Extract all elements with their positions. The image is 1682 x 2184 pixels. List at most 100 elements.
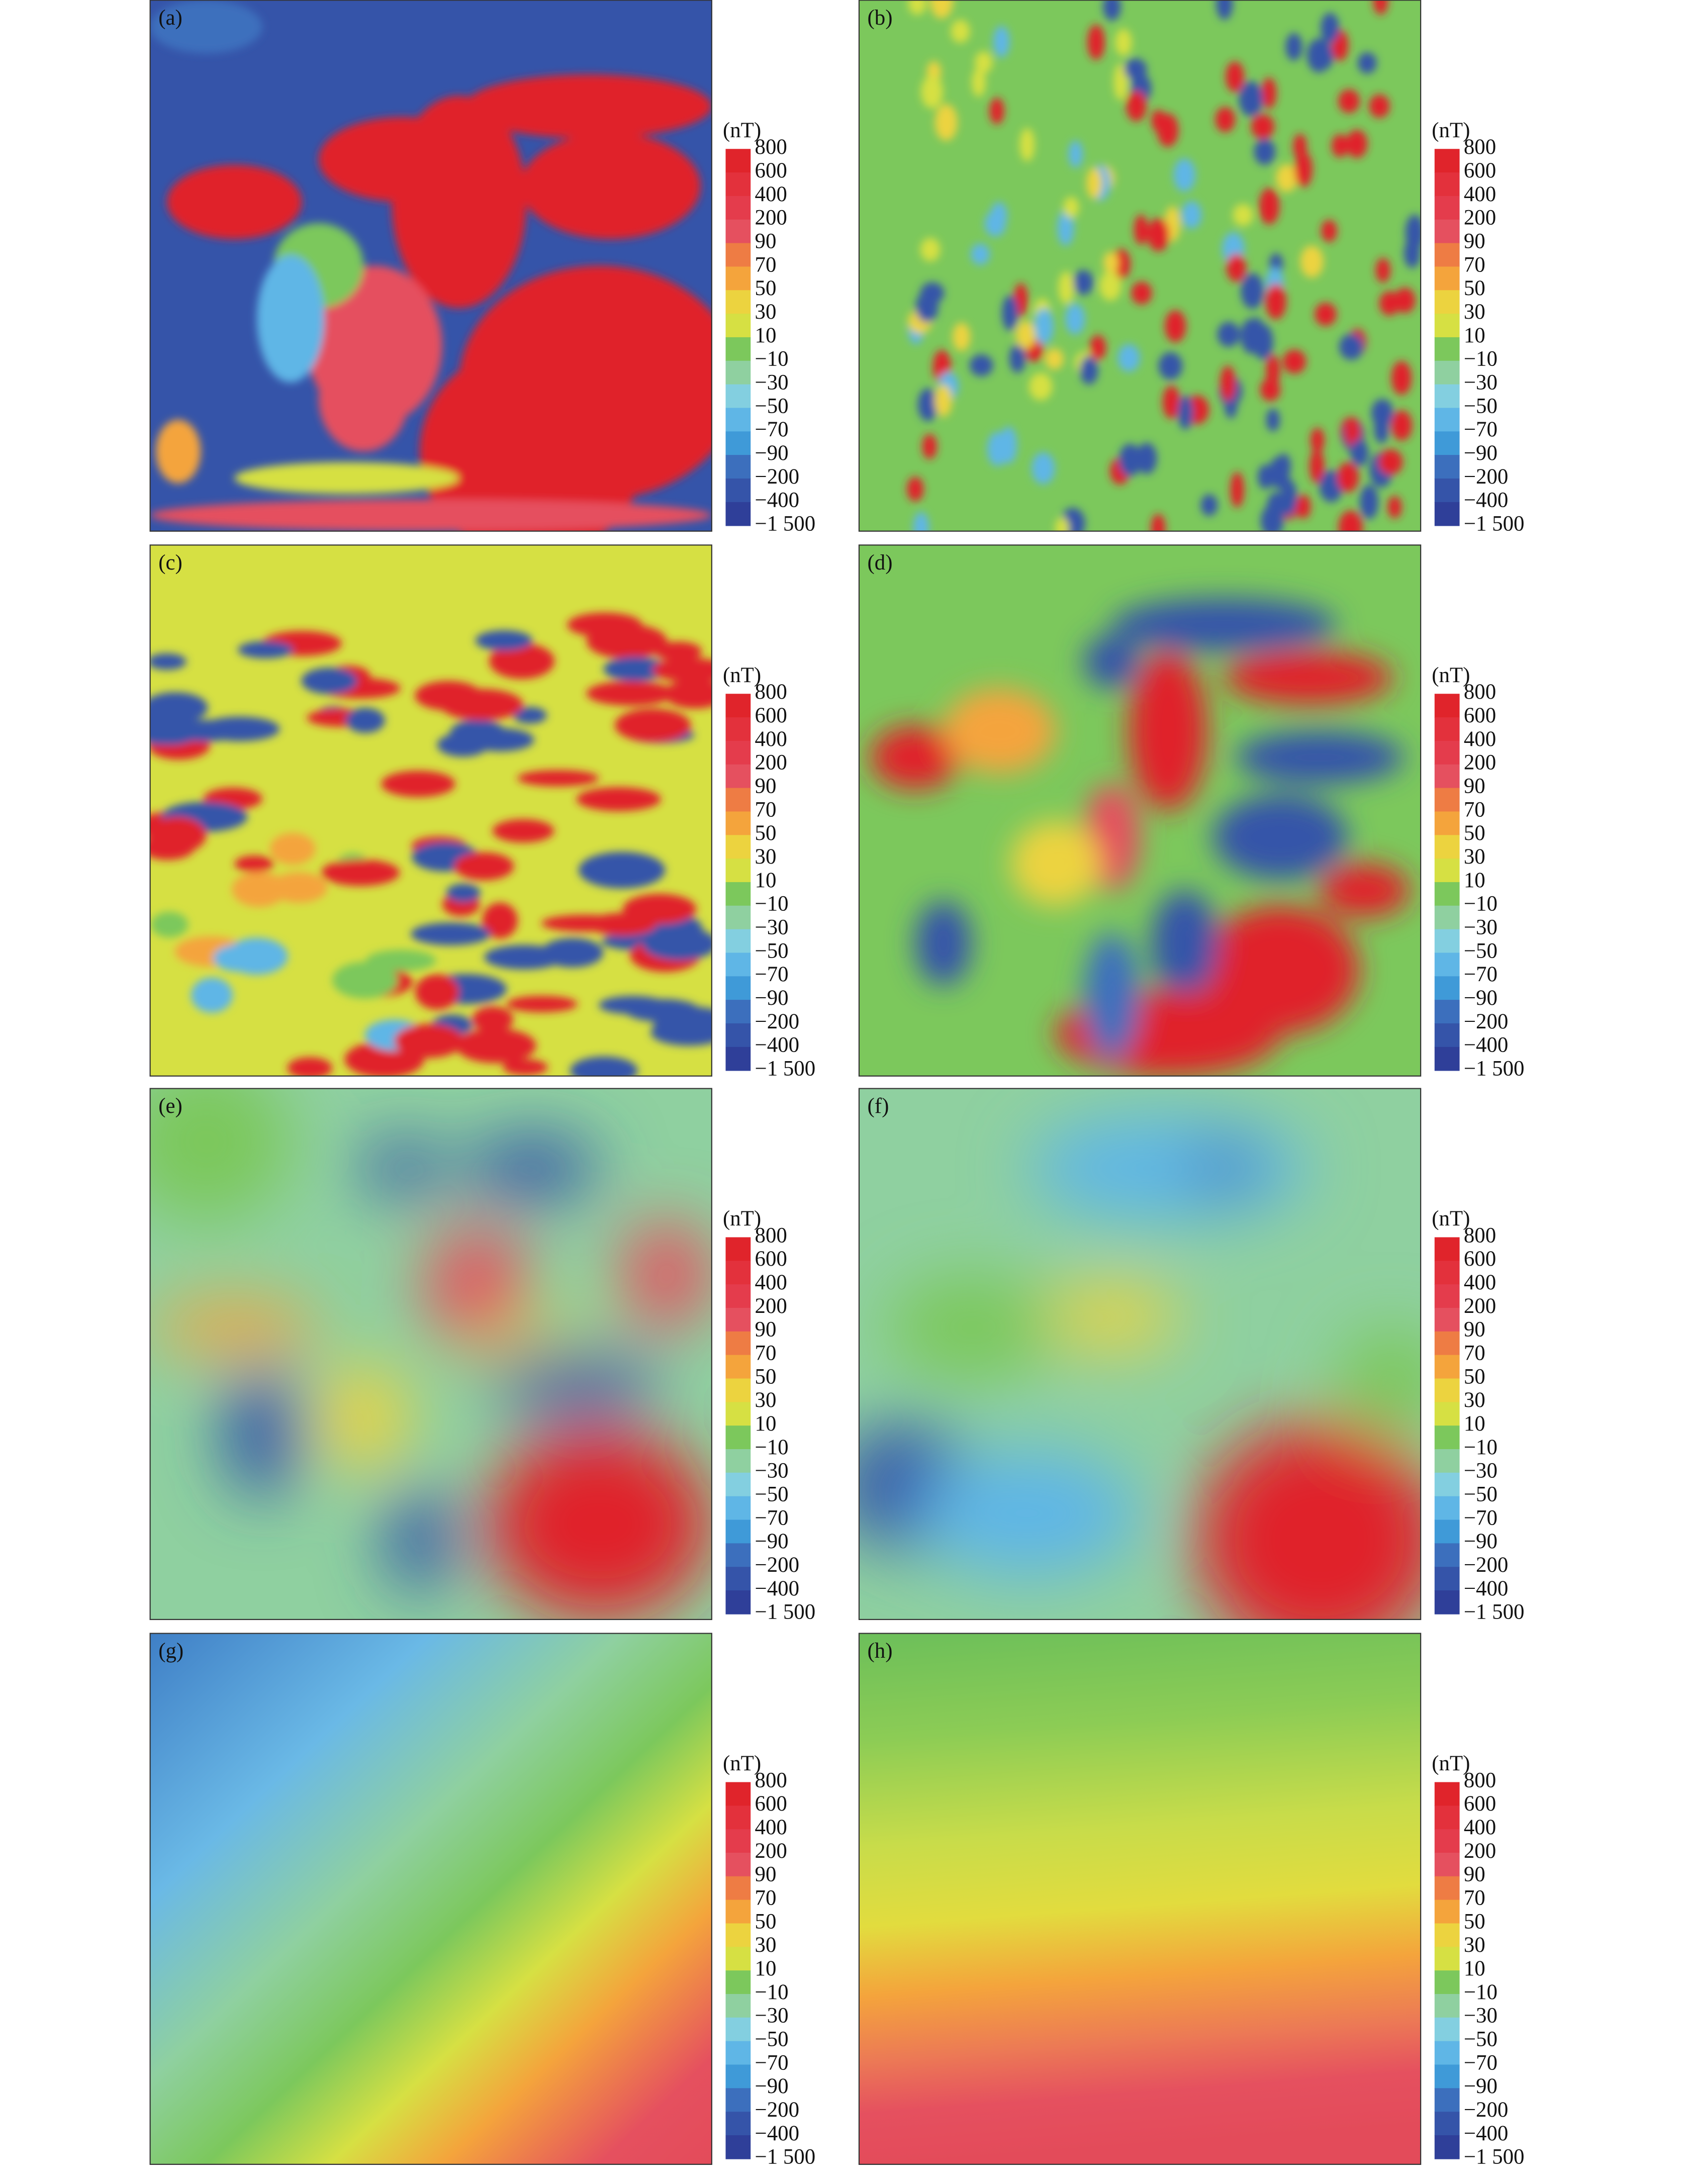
colorbar-label: 30: [1464, 845, 1485, 869]
colorbar-label: 600: [755, 1792, 787, 1816]
colorbar-label: 400: [755, 727, 787, 751]
anomaly: [1350, 439, 1369, 466]
anomaly: [1375, 258, 1391, 283]
anomaly: [1359, 485, 1378, 520]
colorbar-band: [725, 1496, 751, 1521]
anomaly: [1261, 77, 1277, 109]
colorbar-label: −90: [755, 441, 789, 465]
colorbar-label: −70: [755, 1506, 789, 1530]
colorbar-label: −1 500: [755, 2145, 816, 2169]
anomaly: [345, 708, 385, 733]
anomaly: [624, 999, 700, 1022]
colorbar-label: 200: [755, 751, 787, 775]
map-frame: [858, 0, 1422, 532]
anomaly: [907, 477, 924, 502]
colorbar-band: [725, 1876, 751, 1901]
anomaly: [256, 255, 324, 383]
anomaly: [410, 922, 491, 945]
panel: (f) (nT)8006004002009070503010−10−30−50−7…: [858, 1088, 1524, 1624]
anomaly: [318, 117, 487, 202]
colorbar-unit: (nT): [1432, 663, 1470, 687]
colorbar-label: 30: [755, 1388, 777, 1412]
colorbar-band: [725, 882, 751, 906]
anomaly: [1147, 218, 1170, 252]
colorbar-label: 200: [1464, 206, 1496, 230]
anomaly: [232, 872, 287, 907]
anomaly: [513, 707, 547, 724]
colorbar-label: 70: [1464, 1342, 1485, 1365]
colorbar-label: −50: [1464, 394, 1498, 418]
colorbar-label: 30: [755, 300, 777, 324]
colorbar-label: 90: [755, 1863, 777, 1886]
colorbar-band: [1434, 2088, 1460, 2113]
anomaly: [1268, 456, 1290, 489]
colorbar-label: −90: [1464, 986, 1498, 1010]
anomaly: [1345, 417, 1361, 447]
anomaly: [1338, 89, 1360, 113]
colorbar-band: [1434, 196, 1460, 220]
anomaly: [1391, 410, 1413, 441]
colorbar-band: [1434, 2041, 1460, 2065]
anomaly: [287, 1057, 333, 1076]
anomaly: [318, 1364, 409, 1471]
colorbar-label: 50: [1464, 1365, 1485, 1388]
colorbar-label: −70: [1464, 1506, 1498, 1530]
colorbar-band: [725, 1567, 751, 1591]
anomaly: [1310, 449, 1325, 484]
colorbar-band: [1434, 2112, 1460, 2136]
colorbar-band: [725, 1806, 751, 1830]
colorbar-label: 600: [1464, 1247, 1496, 1271]
anomaly: [1044, 1285, 1179, 1349]
colorbar-band: [725, 835, 751, 859]
colorbar-label: −200: [1464, 1553, 1508, 1577]
colorbar-band: [725, 219, 751, 244]
colorbar-band: [725, 717, 751, 741]
anomaly: [1083, 932, 1140, 1061]
colorbar-label: −200: [1464, 465, 1508, 489]
panel: (c) (nT)8006004002009070503010−10−30−50−7…: [149, 544, 815, 1080]
colorbar-band: [1434, 976, 1460, 1000]
colorbar-band: [1434, 290, 1460, 314]
colorbar-label: −200: [755, 1010, 799, 1033]
colorbar-band: [725, 2064, 751, 2089]
colorbar-label: −400: [1464, 2122, 1508, 2145]
colorbar-label: 70: [755, 253, 777, 276]
colorbar-band: [1434, 1923, 1460, 1948]
colorbar-band: [1434, 243, 1460, 267]
colorbar-label: 50: [1464, 1910, 1485, 1933]
anomaly: [1002, 295, 1018, 331]
colorbar-label: 90: [1464, 774, 1485, 798]
anomaly: [464, 74, 712, 139]
colorbar-label: −1 500: [755, 512, 816, 535]
anomaly: [951, 20, 970, 43]
map: [150, 545, 712, 1076]
anomaly: [199, 716, 280, 741]
anomaly: [1068, 140, 1083, 168]
colorbar-label: 200: [755, 1294, 787, 1318]
colorbar-label: −70: [755, 418, 789, 441]
anomaly: [455, 1028, 536, 1064]
colorbar-band: [725, 1237, 751, 1262]
colorbar-band: [725, 2088, 751, 2113]
colorbar-band: [725, 1900, 751, 1924]
anomaly: [614, 708, 691, 742]
anomaly: [934, 384, 952, 417]
colorbar-band: [725, 1261, 751, 1285]
anomaly: [642, 927, 712, 961]
panel: (e) (nT)8006004002009070503010−10−30−50−7…: [149, 1088, 815, 1624]
panel: (b) (nT)8006004002009070503010−10−30−50−7…: [858, 0, 1524, 535]
colorbar-band: [725, 788, 751, 812]
colorbar-band: [725, 196, 751, 220]
colorbar-label: −50: [1464, 2028, 1498, 2051]
anomaly: [150, 1301, 319, 1354]
anomaly: [1103, 0, 1121, 21]
colorbar-label: 200: [1464, 751, 1496, 775]
anomaly: [1224, 651, 1393, 705]
anomaly: [1115, 29, 1132, 56]
colorbar-band: [725, 1543, 751, 1568]
colorbar-band: [1434, 1000, 1460, 1024]
anomaly: [1260, 505, 1284, 531]
anomaly: [150, 713, 203, 745]
colorbar-band: [725, 953, 751, 977]
colorbar-label: −70: [1464, 418, 1498, 441]
